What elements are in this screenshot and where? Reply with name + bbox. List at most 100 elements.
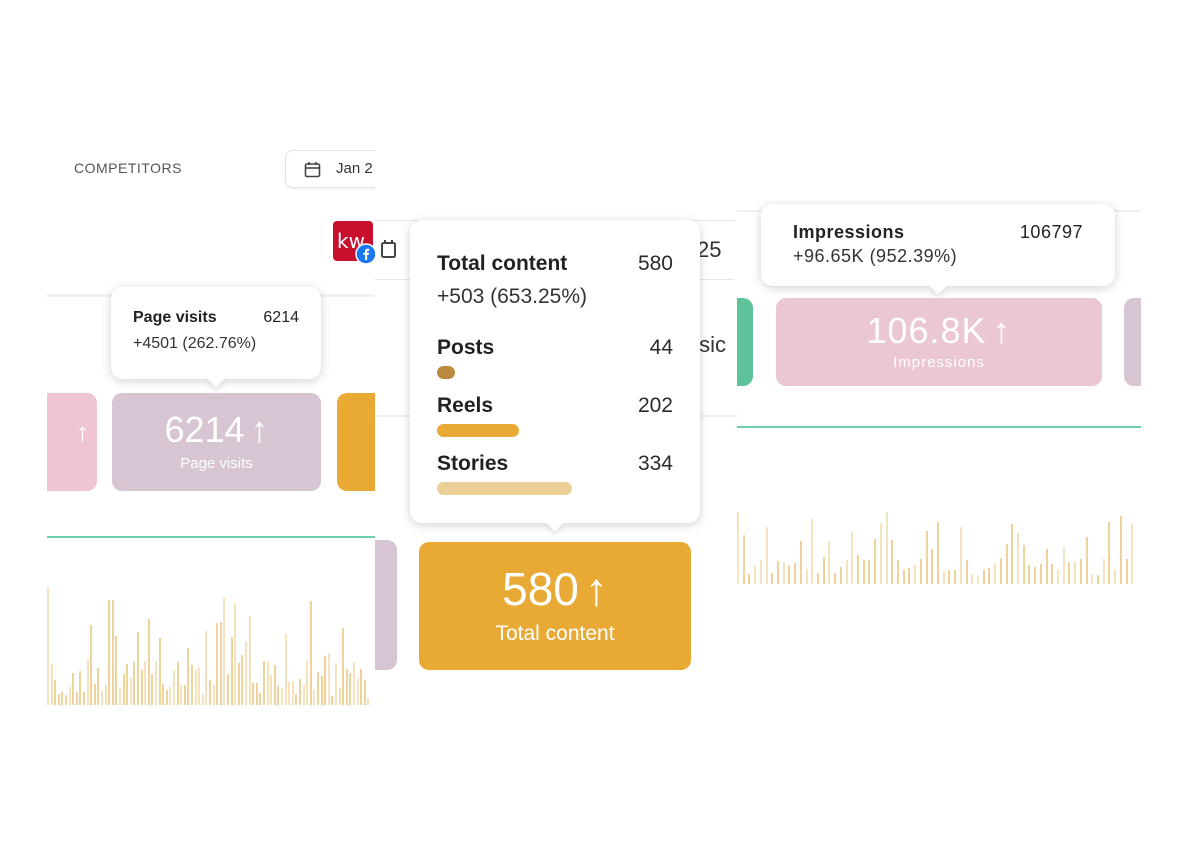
page-visits-card[interactable]: 6214 ↑ Page visits bbox=[112, 393, 321, 491]
chart-bar bbox=[57, 694, 60, 705]
chart-bar bbox=[754, 566, 757, 584]
avatar[interactable]: kw bbox=[333, 221, 375, 265]
chart-bar bbox=[219, 621, 222, 705]
date-picker[interactable]: Jan 2 bbox=[285, 150, 375, 188]
chart-bar bbox=[1091, 574, 1094, 584]
breakdown-label-reels: Reels bbox=[437, 394, 494, 417]
total-content-card[interactable]: 580 ↑ Total content bbox=[419, 542, 691, 670]
chart-bar bbox=[216, 623, 219, 705]
chart-bar bbox=[245, 642, 247, 705]
chart-bar bbox=[273, 665, 276, 705]
chart-bar bbox=[360, 668, 363, 705]
chart-bar bbox=[822, 557, 825, 584]
mauve-card-partial[interactable] bbox=[375, 540, 397, 670]
chart-bar bbox=[299, 679, 301, 705]
chart-bar bbox=[277, 685, 280, 705]
chart-bar bbox=[227, 673, 229, 705]
chart-bar bbox=[129, 678, 132, 705]
chart-bar bbox=[1028, 565, 1031, 584]
chart-bar bbox=[1062, 547, 1065, 584]
chart-bar bbox=[1017, 532, 1019, 584]
stories-bar bbox=[437, 482, 572, 495]
chart-bar bbox=[201, 693, 204, 705]
chart-bar bbox=[83, 692, 85, 705]
page-visits-tooltip: Page visits 6214 +4501 (262.76%) bbox=[111, 287, 321, 388]
chart-bar bbox=[737, 512, 739, 584]
chart-bar bbox=[50, 663, 53, 705]
chart-bar bbox=[1097, 574, 1099, 584]
total-content-tooltip: Total content 580 +503 (653.25%) Posts 4… bbox=[410, 220, 700, 532]
chart-bar bbox=[270, 675, 273, 705]
chart-bar bbox=[908, 567, 911, 584]
chart-bar bbox=[230, 637, 233, 705]
chart-bar bbox=[266, 660, 269, 705]
chart-bar bbox=[1068, 562, 1071, 584]
chart-bar bbox=[363, 680, 366, 705]
calendar-icon bbox=[304, 162, 321, 178]
breakdown-label-stories: Stories bbox=[437, 452, 509, 475]
chart-bar bbox=[158, 638, 161, 705]
chart-bar bbox=[61, 691, 64, 705]
chart-bar bbox=[342, 628, 345, 705]
chart-bar bbox=[353, 661, 355, 705]
chart-bar bbox=[137, 632, 139, 705]
chart-bar bbox=[742, 535, 745, 584]
chart-bar bbox=[1022, 545, 1025, 584]
competitors-tab[interactable]: COMPETITORS bbox=[74, 160, 182, 176]
chart-bar bbox=[879, 523, 882, 584]
chart-bar bbox=[1085, 537, 1088, 584]
tooltip-title: Impressions bbox=[793, 222, 905, 242]
chart-bar bbox=[857, 554, 859, 584]
chart-bar bbox=[205, 630, 208, 705]
trend-line bbox=[47, 536, 375, 538]
chart-bar bbox=[1045, 548, 1048, 584]
chart-bar bbox=[169, 687, 172, 705]
mauve-card-partial[interactable] bbox=[1124, 298, 1141, 386]
chart-bar bbox=[191, 664, 193, 705]
green-card-partial[interactable] bbox=[737, 298, 753, 386]
chart-bar bbox=[759, 560, 762, 584]
chart-bar bbox=[180, 685, 183, 705]
facebook-badge-icon bbox=[355, 243, 375, 265]
chart-bar bbox=[234, 603, 237, 705]
chart-bar bbox=[338, 688, 341, 705]
impressions-card[interactable]: 106.8K ↑ Impressions bbox=[776, 298, 1102, 386]
chart-bar bbox=[891, 540, 894, 584]
chart-bar bbox=[919, 559, 922, 584]
chart-bar bbox=[828, 541, 831, 584]
chart-bar bbox=[327, 652, 330, 705]
chart-bar bbox=[320, 676, 323, 705]
chart-bar bbox=[868, 560, 871, 584]
chart-bar bbox=[133, 662, 136, 705]
chart-bar bbox=[75, 691, 78, 705]
chart-bar bbox=[183, 684, 186, 705]
tooltip-value: 580 bbox=[637, 252, 673, 275]
card-value: 580 bbox=[502, 563, 579, 615]
chart-bar bbox=[302, 685, 305, 705]
chart-bar bbox=[54, 679, 57, 705]
orange-card-partial[interactable] bbox=[337, 393, 375, 491]
chart-bar bbox=[1051, 563, 1054, 584]
chart-bar bbox=[914, 564, 917, 584]
chart-bar bbox=[931, 548, 934, 584]
chart-bar bbox=[306, 660, 309, 705]
trend-line bbox=[737, 426, 1141, 428]
chart-bar bbox=[144, 661, 147, 705]
bar-chart-right bbox=[737, 500, 1141, 584]
card-label: Page visits bbox=[180, 455, 253, 472]
chart-bar bbox=[1119, 515, 1122, 584]
pink-card-partial[interactable]: ↑ bbox=[47, 393, 97, 491]
arrow-up-icon: ↑ bbox=[250, 409, 269, 450]
card-value: 106.8K bbox=[866, 310, 987, 351]
chart-bar bbox=[72, 672, 75, 705]
chart-bar bbox=[97, 668, 100, 705]
chart-bar bbox=[115, 635, 118, 705]
chart-bar bbox=[965, 559, 968, 584]
chart-bar bbox=[119, 687, 121, 705]
chart-bar bbox=[902, 570, 905, 584]
tooltip-change: +4501 (262.76%) bbox=[133, 335, 257, 352]
chart-bar bbox=[839, 566, 842, 584]
left-panel: COMPETITORS Jan 2 kw Page visits 6214 +4… bbox=[47, 150, 375, 710]
chart-bar bbox=[1005, 544, 1008, 584]
chart-bar bbox=[126, 663, 129, 705]
